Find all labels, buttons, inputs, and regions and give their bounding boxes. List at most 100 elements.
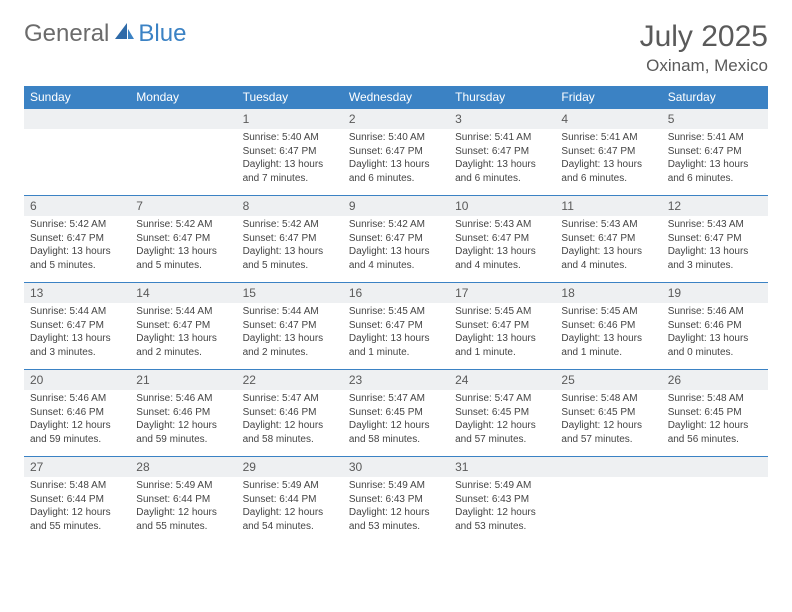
empty-daynum — [24, 109, 130, 129]
dow-monday: Monday — [130, 86, 236, 109]
sunset-line: Sunset: 6:44 PM — [136, 493, 230, 507]
day-number: 5 — [662, 109, 768, 129]
empty-daynum — [555, 457, 661, 477]
day-of-week-row: Sunday Monday Tuesday Wednesday Thursday… — [24, 86, 768, 109]
day-cell: 16Sunrise: 5:45 AMSunset: 6:47 PMDayligh… — [343, 283, 449, 370]
empty-cell — [130, 109, 236, 196]
day-number: 18 — [555, 283, 661, 303]
day-cell: 8Sunrise: 5:42 AMSunset: 6:47 PMDaylight… — [237, 196, 343, 283]
logo-text-blue: Blue — [138, 20, 186, 48]
day-details: Sunrise: 5:40 AMSunset: 6:47 PMDaylight:… — [343, 129, 449, 189]
daylight-line: Daylight: 12 hours and 59 minutes. — [30, 419, 124, 446]
sunrise-line: Sunrise: 5:46 AM — [136, 392, 230, 406]
day-number: 9 — [343, 196, 449, 216]
day-cell: 4Sunrise: 5:41 AMSunset: 6:47 PMDaylight… — [555, 109, 661, 196]
sunset-line: Sunset: 6:47 PM — [455, 145, 549, 159]
day-number: 13 — [24, 283, 130, 303]
day-cell: 24Sunrise: 5:47 AMSunset: 6:45 PMDayligh… — [449, 370, 555, 457]
day-number: 21 — [130, 370, 236, 390]
daylight-line: Daylight: 13 hours and 3 minutes. — [668, 245, 762, 272]
daylight-line: Daylight: 12 hours and 57 minutes. — [455, 419, 549, 446]
day-cell: 2Sunrise: 5:40 AMSunset: 6:47 PMDaylight… — [343, 109, 449, 196]
sunset-line: Sunset: 6:47 PM — [349, 145, 443, 159]
daylight-line: Daylight: 13 hours and 1 minute. — [349, 332, 443, 359]
day-cell: 22Sunrise: 5:47 AMSunset: 6:46 PMDayligh… — [237, 370, 343, 457]
day-details: Sunrise: 5:47 AMSunset: 6:45 PMDaylight:… — [343, 390, 449, 450]
sunset-line: Sunset: 6:47 PM — [668, 232, 762, 246]
sunrise-line: Sunrise: 5:49 AM — [455, 479, 549, 493]
day-cell: 25Sunrise: 5:48 AMSunset: 6:45 PMDayligh… — [555, 370, 661, 457]
day-details: Sunrise: 5:42 AMSunset: 6:47 PMDaylight:… — [343, 216, 449, 276]
empty-cell — [24, 109, 130, 196]
day-cell: 26Sunrise: 5:48 AMSunset: 6:45 PMDayligh… — [662, 370, 768, 457]
sunrise-line: Sunrise: 5:44 AM — [243, 305, 337, 319]
day-details: Sunrise: 5:46 AMSunset: 6:46 PMDaylight:… — [130, 390, 236, 450]
day-details: Sunrise: 5:43 AMSunset: 6:47 PMDaylight:… — [555, 216, 661, 276]
sunset-line: Sunset: 6:43 PM — [455, 493, 549, 507]
day-cell: 5Sunrise: 5:41 AMSunset: 6:47 PMDaylight… — [662, 109, 768, 196]
sunrise-line: Sunrise: 5:47 AM — [243, 392, 337, 406]
daylight-line: Daylight: 12 hours and 54 minutes. — [243, 506, 337, 533]
empty-cell — [555, 457, 661, 544]
daylight-line: Daylight: 13 hours and 6 minutes. — [668, 158, 762, 185]
day-details: Sunrise: 5:42 AMSunset: 6:47 PMDaylight:… — [130, 216, 236, 276]
day-cell: 10Sunrise: 5:43 AMSunset: 6:47 PMDayligh… — [449, 196, 555, 283]
sunset-line: Sunset: 6:47 PM — [243, 145, 337, 159]
day-cell: 3Sunrise: 5:41 AMSunset: 6:47 PMDaylight… — [449, 109, 555, 196]
day-details: Sunrise: 5:47 AMSunset: 6:45 PMDaylight:… — [449, 390, 555, 450]
empty-daynum — [130, 109, 236, 129]
day-number: 2 — [343, 109, 449, 129]
day-details: Sunrise: 5:46 AMSunset: 6:46 PMDaylight:… — [662, 303, 768, 363]
daylight-line: Daylight: 13 hours and 6 minutes. — [561, 158, 655, 185]
location: Oxinam, Mexico — [640, 56, 768, 76]
daylight-line: Daylight: 13 hours and 3 minutes. — [30, 332, 124, 359]
day-cell: 1Sunrise: 5:40 AMSunset: 6:47 PMDaylight… — [237, 109, 343, 196]
day-details: Sunrise: 5:49 AMSunset: 6:44 PMDaylight:… — [130, 477, 236, 537]
sunset-line: Sunset: 6:47 PM — [349, 232, 443, 246]
sunrise-line: Sunrise: 5:45 AM — [349, 305, 443, 319]
day-number: 16 — [343, 283, 449, 303]
daylight-line: Daylight: 12 hours and 53 minutes. — [455, 506, 549, 533]
daylight-line: Daylight: 13 hours and 1 minute. — [561, 332, 655, 359]
sunrise-line: Sunrise: 5:43 AM — [668, 218, 762, 232]
sunrise-line: Sunrise: 5:41 AM — [561, 131, 655, 145]
daylight-line: Daylight: 13 hours and 4 minutes. — [349, 245, 443, 272]
sunrise-line: Sunrise: 5:42 AM — [30, 218, 124, 232]
sunrise-line: Sunrise: 5:43 AM — [561, 218, 655, 232]
day-cell: 30Sunrise: 5:49 AMSunset: 6:43 PMDayligh… — [343, 457, 449, 544]
daylight-line: Daylight: 12 hours and 57 minutes. — [561, 419, 655, 446]
day-number: 14 — [130, 283, 236, 303]
day-number: 26 — [662, 370, 768, 390]
day-number: 3 — [449, 109, 555, 129]
day-cell: 15Sunrise: 5:44 AMSunset: 6:47 PMDayligh… — [237, 283, 343, 370]
day-number: 25 — [555, 370, 661, 390]
day-number: 19 — [662, 283, 768, 303]
day-cell: 11Sunrise: 5:43 AMSunset: 6:47 PMDayligh… — [555, 196, 661, 283]
sunrise-line: Sunrise: 5:44 AM — [30, 305, 124, 319]
sunset-line: Sunset: 6:46 PM — [668, 319, 762, 333]
day-details: Sunrise: 5:40 AMSunset: 6:47 PMDaylight:… — [237, 129, 343, 189]
daylight-line: Daylight: 12 hours and 55 minutes. — [136, 506, 230, 533]
calendar-row: 20Sunrise: 5:46 AMSunset: 6:46 PMDayligh… — [24, 370, 768, 457]
sunset-line: Sunset: 6:47 PM — [561, 232, 655, 246]
sunrise-line: Sunrise: 5:40 AM — [243, 131, 337, 145]
sunrise-line: Sunrise: 5:45 AM — [455, 305, 549, 319]
dow-thursday: Thursday — [449, 86, 555, 109]
daylight-line: Daylight: 13 hours and 5 minutes. — [243, 245, 337, 272]
sunset-line: Sunset: 6:47 PM — [30, 232, 124, 246]
calendar-row: 1Sunrise: 5:40 AMSunset: 6:47 PMDaylight… — [24, 109, 768, 196]
sunset-line: Sunset: 6:47 PM — [30, 319, 124, 333]
daylight-line: Daylight: 13 hours and 6 minutes. — [349, 158, 443, 185]
day-number: 24 — [449, 370, 555, 390]
sunrise-line: Sunrise: 5:42 AM — [349, 218, 443, 232]
sunrise-line: Sunrise: 5:47 AM — [349, 392, 443, 406]
logo: General Blue — [24, 20, 186, 48]
day-details: Sunrise: 5:44 AMSunset: 6:47 PMDaylight:… — [130, 303, 236, 363]
sunrise-line: Sunrise: 5:46 AM — [668, 305, 762, 319]
day-number: 12 — [662, 196, 768, 216]
sunrise-line: Sunrise: 5:42 AM — [136, 218, 230, 232]
day-cell: 12 Sunrise: 5:43 AMSunset: 6:47 PMDayligh… — [662, 196, 768, 283]
dow-friday: Friday — [555, 86, 661, 109]
day-cell: 20Sunrise: 5:46 AMSunset: 6:46 PMDayligh… — [24, 370, 130, 457]
daylight-line: Daylight: 12 hours and 53 minutes. — [349, 506, 443, 533]
